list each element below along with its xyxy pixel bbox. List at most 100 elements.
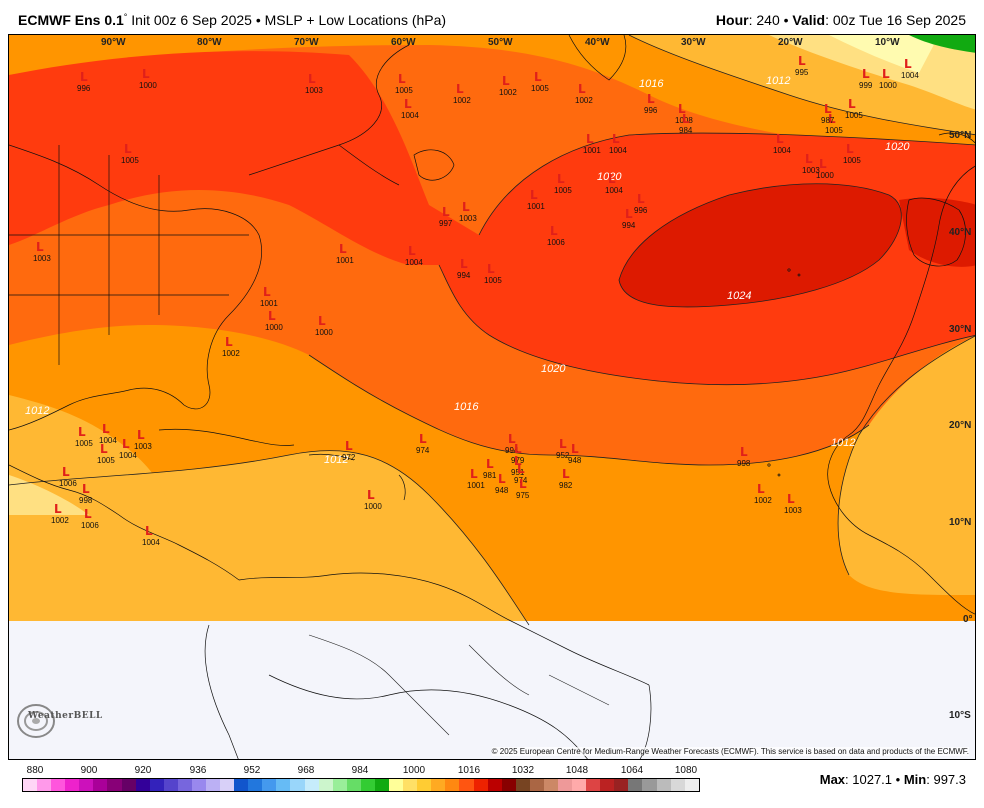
lon-label-60w: 60°W [391,37,416,48]
low-marker-icon: L [462,200,470,214]
colorbar-swatch [515,779,530,791]
colorbar-swatch [543,779,558,791]
low-pressure-value: 1006 [59,479,77,488]
colorbar-swatch [501,779,516,791]
colorbar-swatch [262,779,277,791]
colorbar-swatch [431,779,446,791]
low-marker-icon: L [100,442,108,456]
low-pressure-value: 998 [737,459,751,468]
low-pressure-value: 972 [342,453,356,462]
low-marker-icon: L [404,97,412,111]
low-marker-icon: L [882,67,890,81]
low-pressure-value: 1004 [901,71,919,80]
low-marker-icon: L [142,67,150,81]
low-pressure-value: 1004 [773,146,791,155]
low-marker-icon: L [80,70,88,84]
low-pressure-value: 1005 [121,156,139,165]
low-marker-icon: L [862,67,870,81]
isobar-lines [9,35,975,626]
pressure-map [9,35,975,759]
low-marker-icon: L [54,502,62,516]
colorbar-swatch [572,779,587,791]
colorbar-swatch [557,779,573,791]
low-marker-icon: L [442,205,450,219]
low-marker-icon: L [367,488,375,502]
low-marker-icon: L [62,465,70,479]
colorbar-swatch [191,779,207,791]
colorbar-swatch [346,779,361,791]
low-marker-icon: L [740,445,748,459]
low-pressure-value: 1001 [527,202,545,211]
low-pressure-value: 1004 [609,146,627,155]
valid-value: : 00z Tue 16 Sep 2025 [825,12,966,28]
low-marker-icon: L [647,92,655,106]
band-1000-ne [829,35,939,73]
low-pressure-value: 974 [416,446,430,455]
low-marker-icon: L [498,472,506,486]
low-pressure-value: 1003 [134,442,152,451]
max-min-readout: Max: 1027.1 • Min: 997.3 [820,772,966,787]
colorbar-swatch [276,779,291,791]
band-1024 [619,183,902,307]
low-marker-icon: L [122,437,130,451]
coastlines [9,35,975,759]
low-marker-icon: L [637,192,645,206]
header: ECMWF Ens 0.1° Init 00z 6 Sep 2025 • MSL… [0,0,984,34]
low-pressure-value: 1006 [547,238,565,247]
copyright-notice: © 2025 European Centre for Medium-Range … [491,747,969,756]
low-pressure-value: 1001 [336,256,354,265]
hour-value: : 240 [748,12,780,28]
band-1024-iberia [899,197,975,267]
isobar-label: 1024 [727,290,752,302]
colorbar-swatch [360,779,375,791]
low-marker-icon: L [776,132,784,146]
low-pressure-value: 1002 [754,496,772,505]
low-marker-icon: L [419,432,427,446]
colorbar-swatch [163,779,178,791]
low-pressure-value: 994 [505,446,519,455]
low-marker-icon: L [460,257,468,271]
low-pressure-value: 1004 [405,258,423,267]
low-marker-icon: L [514,454,522,468]
low-pressure-value: 984 [679,126,693,135]
colorbar-swatch [206,779,221,791]
colorbar-swatch [459,779,474,791]
low-pressure-value: 1002 [222,349,240,358]
low-pressure-value: 952 [556,451,570,460]
low-marker-icon: L [805,152,813,166]
map-panel: 90°W 80°W 70°W 60°W 50°W 40°W 30°W 20°W … [8,34,976,760]
colorbar-tick-label: 1016 [457,765,481,776]
valid-separator: • [783,12,789,28]
low-pressure-value: 1002 [51,516,69,525]
colorbar-swatch [290,779,305,791]
low-marker-icon: L [757,482,765,496]
colorbar-swatch [642,779,657,791]
low-marker-icon: L [550,224,558,238]
isobar-label: 1016 [639,78,664,90]
colorbar-swatch [79,779,94,791]
low-marker-icon: L [398,72,406,86]
low-marker-icon: L [137,428,145,442]
lat-label-40n: 40°N [949,227,972,238]
colorbar-swatch [445,779,460,791]
valid-label: Valid [792,12,826,28]
low-marker-icon: L [486,457,494,471]
low-pressure-value: 1005 [845,111,863,120]
colorbar-swatch [220,779,235,791]
low-marker-icon: L [345,439,353,453]
low-pressure-value: 994 [457,271,471,280]
low-marker-icon: L [268,309,276,323]
colorbar-swatch [149,779,164,791]
low-pressure-value: 1005 [825,126,843,135]
band-1008-west [9,395,169,505]
field-name: MSLP + Low Locations (hPa) [264,12,447,28]
colorbar-swatch [248,779,263,791]
colorbar-swatch [670,779,685,791]
low-marker-icon: L [798,54,806,68]
low-pressure-value: 951 [511,468,525,477]
low-marker-icon: L [824,102,832,116]
colorbar-tick-label: 936 [189,765,207,776]
colorbar-swatch [135,779,150,791]
colorbar-swatch [121,779,136,791]
colorbar-swatch [374,779,390,791]
